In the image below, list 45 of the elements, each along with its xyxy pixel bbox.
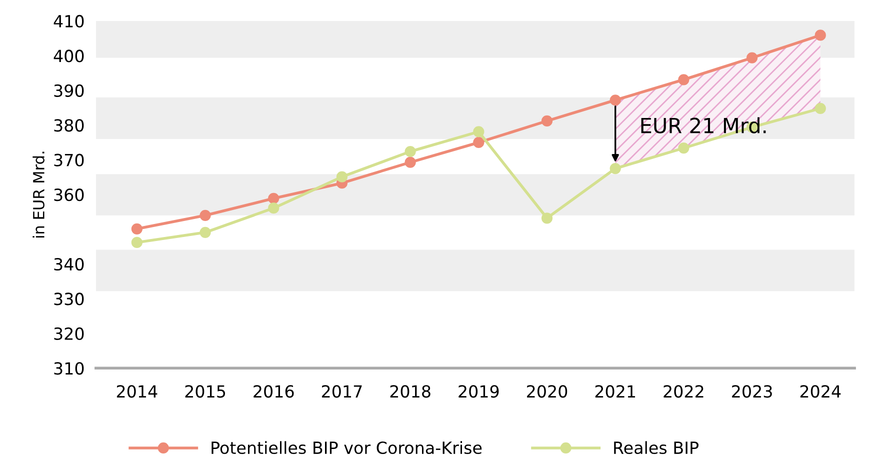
x-tick-label: 2016 (254, 385, 294, 398)
y-tick-label: 330 (54, 292, 84, 306)
point (131, 236, 142, 248)
point (610, 162, 621, 174)
y-axis-title: in EUR Mrd. (32, 152, 44, 238)
x-tick-label: 2019 (458, 385, 499, 398)
point (678, 74, 690, 86)
y-tick-label: 390 (54, 84, 84, 97)
y-tick-label: 320 (54, 327, 84, 340)
point (473, 126, 484, 138)
point (268, 192, 280, 204)
x-tick-label: 2015 (185, 385, 226, 398)
y-tick-label: 410 (54, 14, 84, 28)
legend-label: Reales BIP (614, 441, 698, 454)
point (814, 102, 826, 114)
point (678, 142, 690, 154)
point (746, 52, 758, 64)
x-tick-label: 2022 (664, 385, 704, 398)
point (336, 171, 348, 182)
x-tick-label: 2023 (732, 385, 772, 398)
point (268, 202, 280, 214)
x-tick-label: 2014 (116, 385, 158, 398)
y-tick-label: 360 (54, 188, 84, 202)
point (541, 115, 553, 127)
legend-label: Potentielles BIP vor Corona-Krise (212, 441, 482, 454)
point (404, 146, 416, 158)
y-tick-label: 400 (54, 50, 84, 62)
annotation: EUR 21 Mrd. (641, 117, 766, 134)
y-tick-label: 370 (54, 154, 84, 166)
x-tick-label: 2020 (527, 385, 568, 398)
point (814, 30, 826, 41)
x-tick-label: 2021 (595, 385, 636, 398)
x-tick-label: 2018 (390, 385, 430, 398)
point (610, 94, 621, 106)
point (473, 136, 484, 148)
point (404, 156, 416, 168)
y-tick-label: 380 (54, 119, 84, 132)
y-tick-label: 310 (54, 362, 84, 375)
x-tick-label: 2024 (800, 385, 841, 398)
point (541, 212, 553, 224)
point (200, 210, 211, 221)
point (131, 223, 142, 234)
y-tick-label: 340 (54, 258, 84, 271)
point (200, 226, 211, 238)
x-tick-label: 2017 (322, 385, 362, 398)
